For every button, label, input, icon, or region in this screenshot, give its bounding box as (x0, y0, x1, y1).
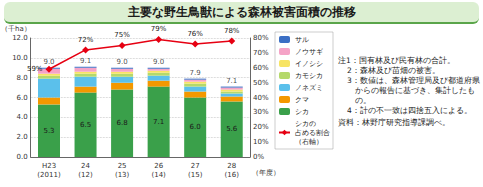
svg-text:0.0: 0.0 (17, 153, 28, 161)
svg-text:0%: 0% (253, 153, 264, 161)
svg-text:75%: 75% (114, 31, 130, 39)
svg-text:6.5: 6.5 (80, 121, 91, 129)
svg-text:5.3: 5.3 (43, 127, 54, 135)
svg-text:シカの: シカの (295, 120, 316, 128)
svg-text:9.0: 9.0 (43, 58, 54, 66)
svg-text:5.6: 5.6 (226, 125, 238, 133)
svg-text:イノシシ: イノシシ (295, 60, 323, 68)
svg-text:7.9: 7.9 (190, 69, 201, 77)
svg-text:9.0: 9.0 (117, 58, 128, 66)
svg-text:70%: 70% (253, 49, 269, 57)
svg-text:9.1: 9.1 (80, 57, 91, 65)
svg-text:(14): (14) (151, 171, 166, 179)
svg-text:(12): (12) (78, 171, 93, 179)
html-text:主要な野生鳥獣による森林被害面積の推移: 主要な野生鳥獣による森林被害面積の推移 (127, 5, 356, 19)
svg-text:8.0: 8.0 (17, 74, 28, 82)
svg-text:30%: 30% (253, 108, 269, 116)
svg-text:50%: 50% (253, 79, 269, 87)
html-text:資料：林野庁研究指導課調べ。: 資料：林野庁研究指導課調べ。 (338, 118, 450, 127)
svg-text:59%: 59% (27, 65, 43, 73)
svg-text:76%: 76% (187, 30, 203, 38)
svg-text:25: 25 (118, 162, 127, 170)
svg-text:40%: 40% (253, 94, 269, 102)
html-text:4：計の不一致は四捨五入による。: 4：計の不一致は四捨五入による。 (347, 106, 472, 115)
html-text:3：数値は、森林管理局及び都道府県からの報告に基づき、集計し: 3：数値は、森林管理局及び都道府県からの報告に基づき、集計したもの。 (347, 76, 480, 105)
svg-text:H23: H23 (42, 162, 56, 170)
svg-text:7.1: 7.1 (226, 77, 237, 85)
svg-text:79%: 79% (151, 25, 167, 33)
svg-text:(13): (13) (115, 171, 130, 179)
svg-text:シカ: シカ (295, 108, 309, 116)
svg-text:28: 28 (227, 162, 236, 170)
svg-text:27: 27 (191, 162, 200, 170)
svg-text:12.0: 12.0 (12, 34, 28, 42)
html-text:注1：国有林及び民有林の合計。: 注1：国有林及び民有林の合計。 (338, 56, 455, 65)
svg-text:20%: 20% (253, 123, 269, 131)
svg-text:6.0: 6.0 (17, 94, 28, 102)
svg-text:4.0: 4.0 (17, 113, 28, 121)
svg-text:72%: 72% (78, 36, 94, 44)
svg-text:(15): (15) (188, 171, 203, 179)
svg-text:60%: 60% (253, 64, 269, 72)
svg-text:(2011): (2011) (37, 171, 61, 179)
svg-text:10%: 10% (253, 138, 269, 146)
svg-text:占める割合: 占める割合 (295, 129, 330, 137)
svg-text:2.0: 2.0 (17, 133, 28, 141)
svg-text:(16): (16) (225, 171, 240, 179)
svg-text:10.0: 10.0 (12, 54, 28, 62)
svg-text:9.0: 9.0 (153, 58, 164, 66)
svg-text:カモシカ: カモシカ (295, 72, 323, 80)
svg-text:（年度）: （年度） (252, 169, 280, 177)
svg-text:（右軸）: （右軸） (295, 138, 323, 146)
svg-text:ノネズミ: ノネズミ (295, 84, 323, 92)
svg-text:7.1: 7.1 (153, 118, 164, 126)
svg-text:サル: サル (295, 36, 309, 44)
svg-text:24: 24 (81, 162, 90, 170)
svg-text:6.8: 6.8 (117, 119, 128, 127)
svg-text:26: 26 (154, 162, 163, 170)
svg-text:78%: 78% (224, 27, 240, 35)
svg-text:ノウサギ: ノウサギ (295, 48, 323, 56)
svg-text:（千ha）: （千ha） (1, 25, 31, 33)
svg-text:6.0: 6.0 (190, 123, 201, 131)
svg-text:80%: 80% (253, 34, 269, 42)
svg-text:クマ: クマ (295, 96, 309, 104)
html-text:2：森林及び苗畑の被害。: 2：森林及び苗畑の被害。 (347, 66, 440, 75)
